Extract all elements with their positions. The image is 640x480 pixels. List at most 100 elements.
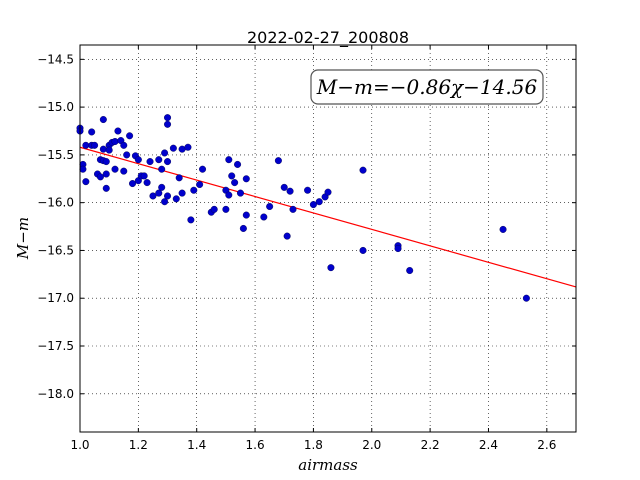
data-point bbox=[102, 158, 110, 166]
data-point bbox=[82, 178, 90, 186]
data-point bbox=[158, 165, 166, 173]
data-point bbox=[359, 246, 367, 254]
data-point bbox=[315, 198, 323, 206]
data-point bbox=[231, 179, 239, 187]
y-tick-label: −14.5 bbox=[37, 52, 74, 66]
y-tick-label: −16.0 bbox=[37, 196, 74, 210]
data-point bbox=[161, 149, 169, 157]
data-point bbox=[260, 213, 268, 221]
y-tick-label: −15.5 bbox=[37, 148, 74, 162]
data-point bbox=[199, 165, 207, 173]
data-point bbox=[283, 232, 291, 240]
x-tick-label: 1.8 bbox=[304, 438, 323, 452]
data-point bbox=[394, 245, 402, 253]
data-point bbox=[82, 141, 90, 149]
data-point bbox=[105, 146, 113, 154]
x-tick-label: 1.0 bbox=[70, 438, 89, 452]
y-tick-label: −18.0 bbox=[37, 387, 74, 401]
data-point bbox=[169, 144, 177, 152]
data-point bbox=[286, 187, 294, 195]
data-point bbox=[234, 160, 242, 168]
data-point bbox=[79, 165, 87, 173]
data-point bbox=[155, 189, 163, 197]
data-point bbox=[134, 156, 142, 164]
data-point bbox=[161, 198, 169, 206]
x-tick-label: 2.4 bbox=[479, 438, 498, 452]
data-point bbox=[99, 145, 107, 153]
data-point bbox=[196, 181, 204, 189]
data-point bbox=[324, 188, 332, 196]
data-point bbox=[225, 156, 233, 164]
x-tick-label: 2.0 bbox=[362, 438, 381, 452]
x-tick-label: 2.2 bbox=[421, 438, 440, 452]
data-point bbox=[289, 205, 297, 213]
data-point bbox=[242, 211, 250, 219]
data-point bbox=[172, 195, 180, 203]
data-point bbox=[114, 127, 122, 135]
data-point bbox=[242, 175, 250, 183]
annotation-box: M−m=−0.86χ−14.56 bbox=[310, 69, 544, 105]
data-point bbox=[327, 264, 335, 272]
data-point bbox=[406, 267, 414, 275]
y-tick-label: −15.0 bbox=[37, 100, 74, 114]
data-point bbox=[239, 224, 247, 232]
data-point bbox=[164, 120, 172, 128]
x-axis-label: airmass bbox=[298, 456, 358, 474]
y-tick-label: −16.5 bbox=[37, 243, 74, 257]
data-point bbox=[274, 157, 282, 165]
data-point bbox=[140, 172, 148, 180]
data-point bbox=[99, 116, 107, 124]
data-point bbox=[222, 205, 230, 213]
data-point bbox=[88, 128, 96, 136]
y-tick-label: −17.0 bbox=[37, 291, 74, 305]
data-point bbox=[111, 165, 119, 173]
data-point bbox=[155, 156, 163, 164]
data-point bbox=[304, 186, 312, 194]
chart-title: 2022-02-27_200808 bbox=[247, 28, 409, 48]
fit-equation: M−m=−0.86χ−14.56 bbox=[316, 75, 538, 99]
data-point bbox=[175, 174, 183, 182]
data-point bbox=[102, 170, 110, 178]
data-point bbox=[96, 173, 104, 181]
data-point bbox=[178, 189, 186, 197]
x-tick-label: 2.6 bbox=[537, 438, 556, 452]
data-point bbox=[499, 225, 507, 233]
data-point bbox=[129, 180, 137, 188]
grid bbox=[79, 45, 576, 432]
annotation-frame bbox=[310, 69, 544, 105]
data-point bbox=[149, 192, 157, 200]
data-point bbox=[236, 189, 244, 197]
data-point bbox=[120, 141, 128, 149]
data-point bbox=[126, 132, 134, 140]
data-point bbox=[184, 143, 192, 151]
data-point bbox=[164, 158, 172, 166]
data-point bbox=[522, 294, 530, 302]
y-axis-label: M−m bbox=[14, 217, 32, 260]
data-point bbox=[123, 151, 131, 159]
data-point bbox=[266, 202, 274, 210]
data-point bbox=[190, 186, 198, 194]
x-tick-label: 1.4 bbox=[187, 438, 206, 452]
data-point bbox=[164, 114, 172, 122]
plot-frame bbox=[79, 44, 577, 433]
data-point bbox=[187, 216, 195, 224]
data-point bbox=[111, 138, 119, 146]
y-tick-label: −17.5 bbox=[37, 339, 74, 353]
data-point bbox=[228, 172, 236, 180]
x-tick-label: 1.6 bbox=[246, 438, 265, 452]
data-point bbox=[164, 192, 172, 200]
data-point bbox=[280, 183, 288, 191]
data-points bbox=[76, 114, 530, 302]
axis-ticks: 1.0 1.2 1.4 1.6 1.8 2.0 2.2 2.4 2.6 −14.5 −15.0 −15… bbox=[37, 45, 576, 452]
data-point bbox=[210, 205, 218, 213]
data-point bbox=[309, 201, 317, 209]
data-point bbox=[120, 167, 128, 175]
data-point bbox=[225, 191, 233, 199]
data-point bbox=[146, 158, 154, 166]
data-point bbox=[91, 141, 99, 149]
data-point bbox=[102, 184, 110, 192]
data-point bbox=[143, 179, 151, 187]
data-point bbox=[178, 145, 186, 153]
data-point bbox=[158, 183, 166, 191]
